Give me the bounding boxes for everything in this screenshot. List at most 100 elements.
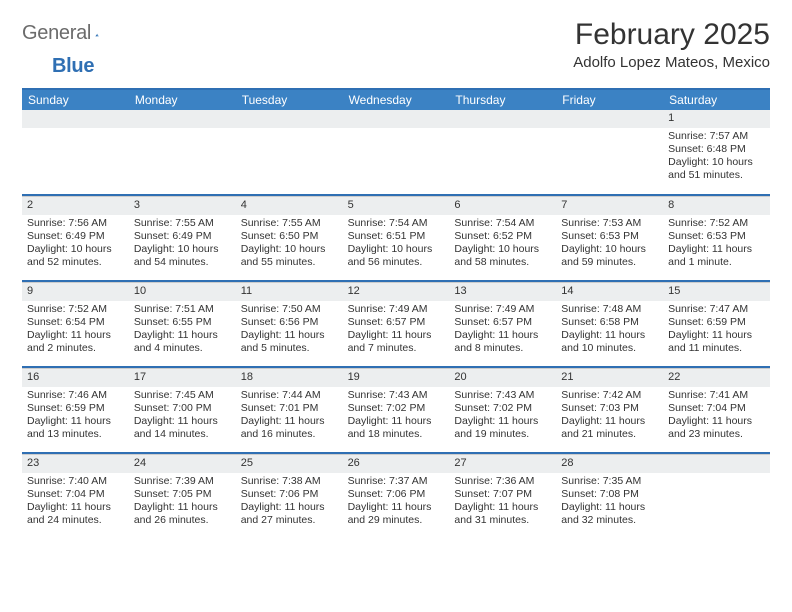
calendar-cell: 27Sunrise: 7:36 AMSunset: 7:07 PMDayligh… — [449, 454, 556, 538]
cell-body — [343, 128, 450, 136]
calendar-cell: 8Sunrise: 7:52 AMSunset: 6:53 PMDaylight… — [663, 196, 770, 280]
day-number — [129, 110, 236, 128]
sunset-text: Sunset: 7:06 PM — [241, 488, 338, 501]
logo-part3: Blue — [52, 55, 94, 77]
cell-body: Sunrise: 7:47 AMSunset: 6:59 PMDaylight:… — [663, 301, 770, 362]
daylight-text: Daylight: 11 hours and 27 minutes. — [241, 501, 338, 527]
sunrise-text: Sunrise: 7:55 AM — [241, 217, 338, 230]
calendar-cell: 6Sunrise: 7:54 AMSunset: 6:52 PMDaylight… — [449, 196, 556, 280]
day-number: 2 — [22, 197, 129, 215]
sunrise-text: Sunrise: 7:48 AM — [561, 303, 658, 316]
calendar-cell: 10Sunrise: 7:51 AMSunset: 6:55 PMDayligh… — [129, 282, 236, 366]
cell-body: Sunrise: 7:55 AMSunset: 6:49 PMDaylight:… — [129, 215, 236, 276]
sunset-text: Sunset: 6:48 PM — [668, 143, 765, 156]
sunrise-text: Sunrise: 7:46 AM — [27, 389, 124, 402]
day-number: 19 — [343, 369, 450, 387]
logo-sail-icon — [95, 26, 99, 44]
cell-body: Sunrise: 7:38 AMSunset: 7:06 PMDaylight:… — [236, 473, 343, 534]
daylight-text: Daylight: 10 hours and 52 minutes. — [27, 243, 124, 269]
weekday-label: Sunday — [22, 90, 129, 110]
sunrise-text: Sunrise: 7:53 AM — [561, 217, 658, 230]
sunset-text: Sunset: 6:57 PM — [454, 316, 551, 329]
calendar-cell: 22Sunrise: 7:41 AMSunset: 7:04 PMDayligh… — [663, 368, 770, 452]
day-number: 15 — [663, 283, 770, 301]
sunrise-text: Sunrise: 7:50 AM — [241, 303, 338, 316]
sunset-text: Sunset: 6:57 PM — [348, 316, 445, 329]
sunset-text: Sunset: 7:00 PM — [134, 402, 231, 415]
calendar-cell: 21Sunrise: 7:42 AMSunset: 7:03 PMDayligh… — [556, 368, 663, 452]
calendar-cell — [236, 110, 343, 194]
sunrise-text: Sunrise: 7:40 AM — [27, 475, 124, 488]
day-number: 22 — [663, 369, 770, 387]
day-number: 6 — [449, 197, 556, 215]
cell-body: Sunrise: 7:45 AMSunset: 7:00 PMDaylight:… — [129, 387, 236, 448]
sunrise-text: Sunrise: 7:56 AM — [27, 217, 124, 230]
daylight-text: Daylight: 11 hours and 1 minute. — [668, 243, 765, 269]
daylight-text: Daylight: 11 hours and 26 minutes. — [134, 501, 231, 527]
weekday-label: Wednesday — [343, 90, 450, 110]
daylight-text: Daylight: 11 hours and 18 minutes. — [348, 415, 445, 441]
cell-body: Sunrise: 7:57 AMSunset: 6:48 PMDaylight:… — [663, 128, 770, 189]
calendar-cell — [22, 110, 129, 194]
weekday-label: Monday — [129, 90, 236, 110]
daylight-text: Daylight: 10 hours and 51 minutes. — [668, 156, 765, 182]
sunset-text: Sunset: 7:04 PM — [27, 488, 124, 501]
calendar-cell: 7Sunrise: 7:53 AMSunset: 6:53 PMDaylight… — [556, 196, 663, 280]
sunrise-text: Sunrise: 7:51 AM — [134, 303, 231, 316]
sunset-text: Sunset: 6:49 PM — [27, 230, 124, 243]
cell-body: Sunrise: 7:49 AMSunset: 6:57 PMDaylight:… — [343, 301, 450, 362]
cell-body: Sunrise: 7:35 AMSunset: 7:08 PMDaylight:… — [556, 473, 663, 534]
sunrise-text: Sunrise: 7:38 AM — [241, 475, 338, 488]
day-number: 1 — [663, 110, 770, 128]
calendar-cell: 18Sunrise: 7:44 AMSunset: 7:01 PMDayligh… — [236, 368, 343, 452]
cell-body: Sunrise: 7:55 AMSunset: 6:50 PMDaylight:… — [236, 215, 343, 276]
day-number: 3 — [129, 197, 236, 215]
logo: General — [22, 22, 119, 45]
daylight-text: Daylight: 11 hours and 13 minutes. — [27, 415, 124, 441]
location: Adolfo Lopez Mateos, Mexico — [573, 54, 770, 71]
cell-body: Sunrise: 7:39 AMSunset: 7:05 PMDaylight:… — [129, 473, 236, 534]
calendar-cell: 24Sunrise: 7:39 AMSunset: 7:05 PMDayligh… — [129, 454, 236, 538]
day-number — [22, 110, 129, 128]
day-number: 11 — [236, 283, 343, 301]
calendar-cell: 19 Sunrise: 7:43 AMSunset: 7:02 PMDayligh… — [343, 368, 450, 452]
cell-body: Sunrise: 7:52 AMSunset: 6:54 PMDaylight:… — [22, 301, 129, 362]
cell-body: Sunrise: 7:43 AMSunset: 7:02 PMDaylight:… — [449, 387, 556, 448]
sunrise-text: Sunrise: 7:41 AM — [668, 389, 765, 402]
calendar-cell: 5Sunrise: 7:54 AMSunset: 6:51 PMDaylight… — [343, 196, 450, 280]
daylight-text: Daylight: 11 hours and 7 minutes. — [348, 329, 445, 355]
calendar-grid: 1Sunrise: 7:57 AMSunset: 6:48 PMDaylight… — [22, 110, 770, 538]
day-number: 7 — [556, 197, 663, 215]
weekday-label: Thursday — [449, 90, 556, 110]
sunset-text: Sunset: 7:02 PM — [454, 402, 551, 415]
daylight-text: Daylight: 11 hours and 19 minutes. — [454, 415, 551, 441]
sunrise-text: Sunrise: 7:42 AM — [561, 389, 658, 402]
daylight-text: Daylight: 11 hours and 11 minutes. — [668, 329, 765, 355]
sunset-text: Sunset: 6:53 PM — [561, 230, 658, 243]
calendar-cell: 25Sunrise: 7:38 AMSunset: 7:06 PMDayligh… — [236, 454, 343, 538]
cell-body: Sunrise: 7:36 AMSunset: 7:07 PMDaylight:… — [449, 473, 556, 534]
title-block: February 2025 Adolfo Lopez Mateos, Mexic… — [573, 18, 770, 71]
sunset-text: Sunset: 6:59 PM — [27, 402, 124, 415]
sunset-text: Sunset: 7:02 PM — [348, 402, 445, 415]
sunrise-text: Sunrise: 7:44 AM — [241, 389, 338, 402]
daylight-text: Daylight: 11 hours and 8 minutes. — [454, 329, 551, 355]
sunset-text: Sunset: 6:52 PM — [454, 230, 551, 243]
sunset-text: Sunset: 6:55 PM — [134, 316, 231, 329]
daylight-text: Daylight: 11 hours and 24 minutes. — [27, 501, 124, 527]
day-number: 14 — [556, 283, 663, 301]
sunset-text: Sunset: 7:04 PM — [668, 402, 765, 415]
sunset-text: Sunset: 6:54 PM — [27, 316, 124, 329]
sunrise-text: Sunrise: 7:54 AM — [454, 217, 551, 230]
calendar-cell: 11Sunrise: 7:50 AMSunset: 6:56 PMDayligh… — [236, 282, 343, 366]
weekday-header: Sunday Monday Tuesday Wednesday Thursday… — [22, 90, 770, 110]
day-number: 21 — [556, 369, 663, 387]
cell-body: Sunrise: 7:53 AMSunset: 6:53 PMDaylight:… — [556, 215, 663, 276]
cell-body — [556, 128, 663, 136]
day-number — [343, 110, 450, 128]
sunrise-text: Sunrise: 7:43 AM — [348, 389, 445, 402]
cell-body: Sunrise: 7:51 AMSunset: 6:55 PMDaylight:… — [129, 301, 236, 362]
calendar-cell — [343, 110, 450, 194]
sunrise-text: Sunrise: 7:52 AM — [27, 303, 124, 316]
sunset-text: Sunset: 6:51 PM — [348, 230, 445, 243]
